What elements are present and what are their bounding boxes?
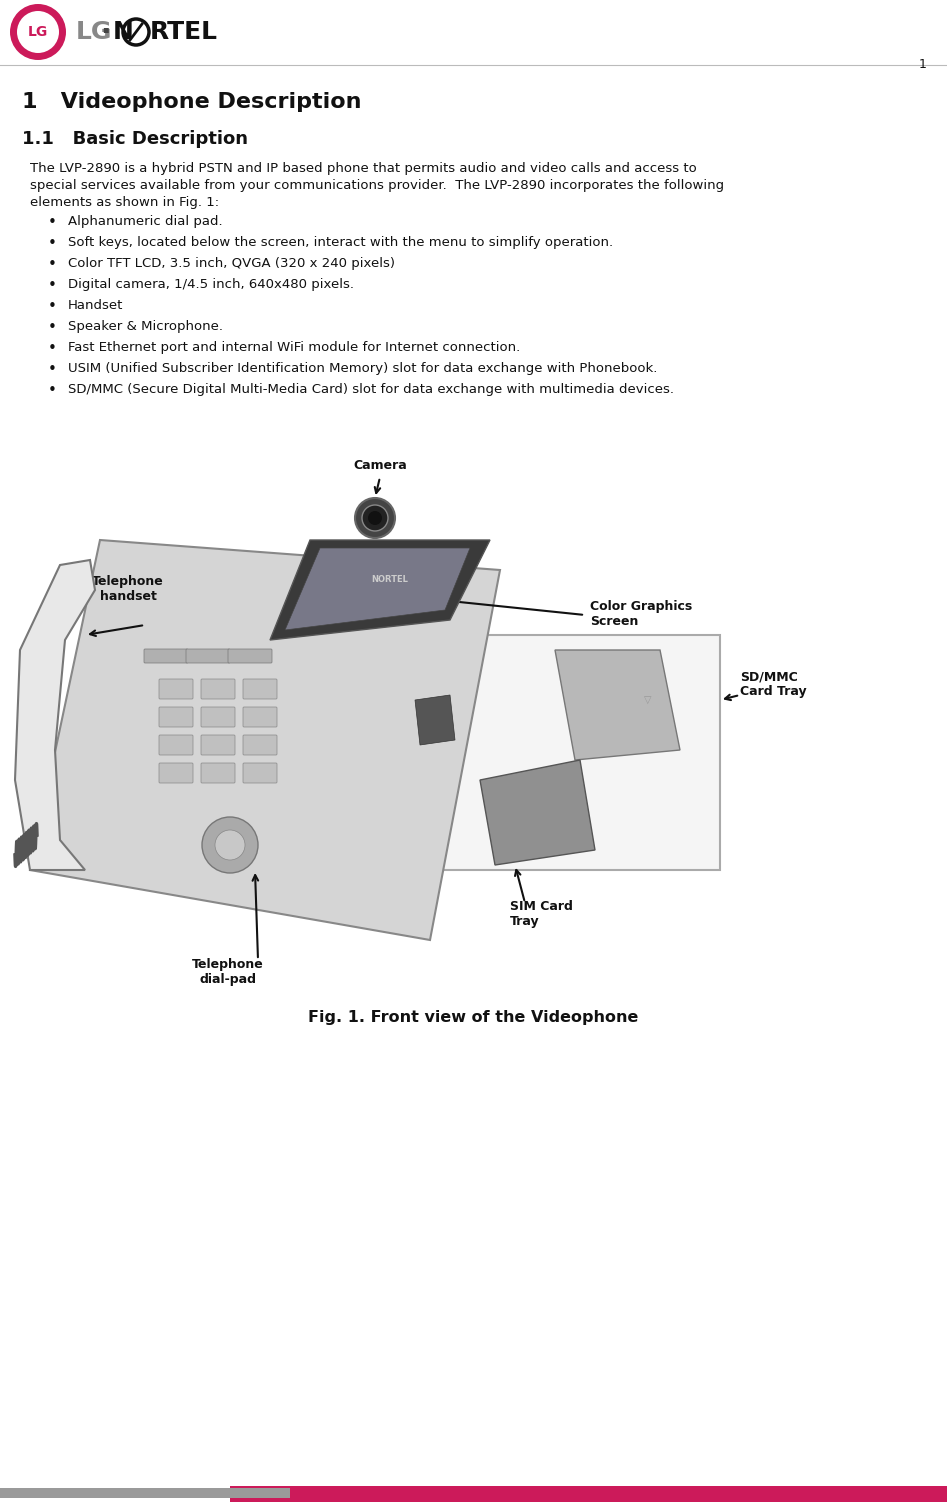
Text: Fig. 1. Front view of the Videophone: Fig. 1. Front view of the Videophone [309, 1010, 638, 1025]
FancyBboxPatch shape [159, 734, 193, 756]
Text: 1: 1 [920, 57, 927, 71]
Circle shape [362, 505, 388, 531]
Text: •: • [47, 383, 57, 398]
Circle shape [202, 817, 258, 873]
Text: •: • [47, 256, 57, 271]
FancyBboxPatch shape [159, 763, 193, 783]
Text: Color Graphics
Screen: Color Graphics Screen [590, 600, 692, 627]
Text: •: • [47, 341, 57, 356]
Text: Alphanumeric dial pad.: Alphanumeric dial pad. [68, 216, 223, 228]
Polygon shape [555, 650, 680, 760]
Text: Digital camera, 1/4.5 inch, 640x480 pixels.: Digital camera, 1/4.5 inch, 640x480 pixe… [68, 277, 354, 291]
Text: •: • [47, 277, 57, 293]
Text: LG: LG [27, 26, 48, 39]
Text: USIM (Unified Subscriber Identification Memory) slot for data exchange with Phon: USIM (Unified Subscriber Identification … [68, 362, 657, 375]
Text: ▽: ▽ [644, 695, 652, 706]
Circle shape [215, 829, 245, 860]
FancyBboxPatch shape [410, 635, 720, 870]
Text: •: • [47, 362, 57, 377]
Polygon shape [285, 547, 470, 630]
Text: N: N [113, 20, 134, 44]
Text: The LVP-2890 is a hybrid PSTN and IP based phone that permits audio and video ca: The LVP-2890 is a hybrid PSTN and IP bas… [30, 161, 697, 175]
FancyBboxPatch shape [186, 648, 230, 664]
Text: Speaker & Microphone.: Speaker & Microphone. [68, 320, 223, 333]
Circle shape [355, 498, 395, 538]
FancyBboxPatch shape [159, 679, 193, 700]
FancyBboxPatch shape [144, 648, 188, 664]
FancyBboxPatch shape [228, 648, 272, 664]
Text: •: • [47, 235, 57, 250]
FancyBboxPatch shape [159, 707, 193, 727]
FancyBboxPatch shape [201, 763, 235, 783]
Text: special services available from your communications provider.  The LVP-2890 inco: special services available from your com… [30, 179, 724, 192]
Text: ·: · [99, 18, 110, 47]
Text: Fast Ethernet port and internal WiFi module for Internet connection.: Fast Ethernet port and internal WiFi mod… [68, 341, 520, 354]
Polygon shape [480, 760, 595, 866]
Circle shape [368, 511, 382, 525]
Text: 1   Videophone Description: 1 Videophone Description [22, 92, 362, 112]
FancyBboxPatch shape [243, 707, 277, 727]
Circle shape [17, 11, 59, 53]
Polygon shape [270, 540, 490, 639]
Text: SD/MMC
Card Tray: SD/MMC Card Tray [740, 670, 807, 698]
FancyBboxPatch shape [243, 679, 277, 700]
Text: •: • [47, 320, 57, 335]
Text: Handset: Handset [68, 299, 123, 312]
Polygon shape [15, 559, 95, 870]
Text: 1.1   Basic Description: 1.1 Basic Description [22, 130, 248, 148]
Text: Soft keys, located below the screen, interact with the menu to simplify operatio: Soft keys, located below the screen, int… [68, 235, 613, 249]
Text: LG: LG [76, 20, 113, 44]
Text: Telephone
handset: Telephone handset [92, 575, 164, 603]
FancyBboxPatch shape [0, 1488, 290, 1497]
FancyBboxPatch shape [243, 763, 277, 783]
FancyBboxPatch shape [243, 734, 277, 756]
FancyBboxPatch shape [201, 734, 235, 756]
Circle shape [10, 5, 66, 60]
Text: •: • [47, 216, 57, 231]
FancyBboxPatch shape [201, 707, 235, 727]
Text: elements as shown in Fig. 1:: elements as shown in Fig. 1: [30, 196, 219, 210]
Text: Camera: Camera [353, 458, 407, 472]
Text: RTEL: RTEL [150, 20, 218, 44]
FancyBboxPatch shape [230, 1485, 947, 1502]
Text: NORTEL: NORTEL [371, 576, 408, 585]
Text: SD/MMC (Secure Digital Multi-Media Card) slot for data exchange with multimedia : SD/MMC (Secure Digital Multi-Media Card)… [68, 383, 674, 397]
Text: Telephone
dial-pad: Telephone dial-pad [192, 958, 264, 986]
Polygon shape [415, 695, 455, 745]
Text: SIM Card
Tray: SIM Card Tray [510, 900, 573, 927]
Text: Color TFT LCD, 3.5 inch, QVGA (320 x 240 pixels): Color TFT LCD, 3.5 inch, QVGA (320 x 240… [68, 256, 395, 270]
FancyBboxPatch shape [201, 679, 235, 700]
Polygon shape [30, 540, 500, 939]
Text: •: • [47, 299, 57, 314]
